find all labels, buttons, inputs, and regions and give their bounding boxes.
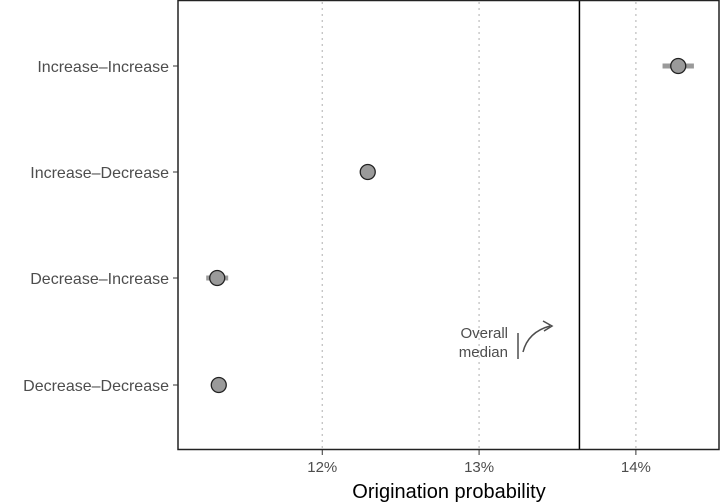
data-points: [210, 59, 686, 393]
plot-frame: [178, 1, 719, 450]
category-label: Decrease–Decrease: [23, 378, 169, 395]
chart: Increase–Increase Increase–Decrease Decrea…: [0, 0, 720, 504]
category-label: Increase–Decrease: [30, 165, 169, 182]
category-label: Decrease–Increase: [30, 271, 169, 288]
data-point: [211, 378, 226, 393]
x-ticks: 12% 13% 14%: [307, 450, 651, 476]
data-point: [360, 165, 375, 180]
x-tick-label: 14%: [621, 459, 651, 476]
data-point: [671, 59, 686, 74]
x-tick-label: 12%: [307, 459, 337, 476]
median-annotation: Overall median: [459, 321, 552, 361]
x-tick-label: 13%: [464, 459, 494, 476]
category-label: Increase–Increase: [37, 59, 169, 76]
grid-lines: [322, 2, 636, 449]
category-labels: Increase–Increase Increase–Decrease Decrea…: [23, 59, 169, 395]
data-point: [210, 271, 225, 286]
median-label-line1: Overall: [460, 325, 508, 342]
error-bars: [206, 66, 694, 385]
median-label-line2: median: [459, 344, 508, 361]
x-axis-title: Origination probability: [352, 481, 545, 503]
